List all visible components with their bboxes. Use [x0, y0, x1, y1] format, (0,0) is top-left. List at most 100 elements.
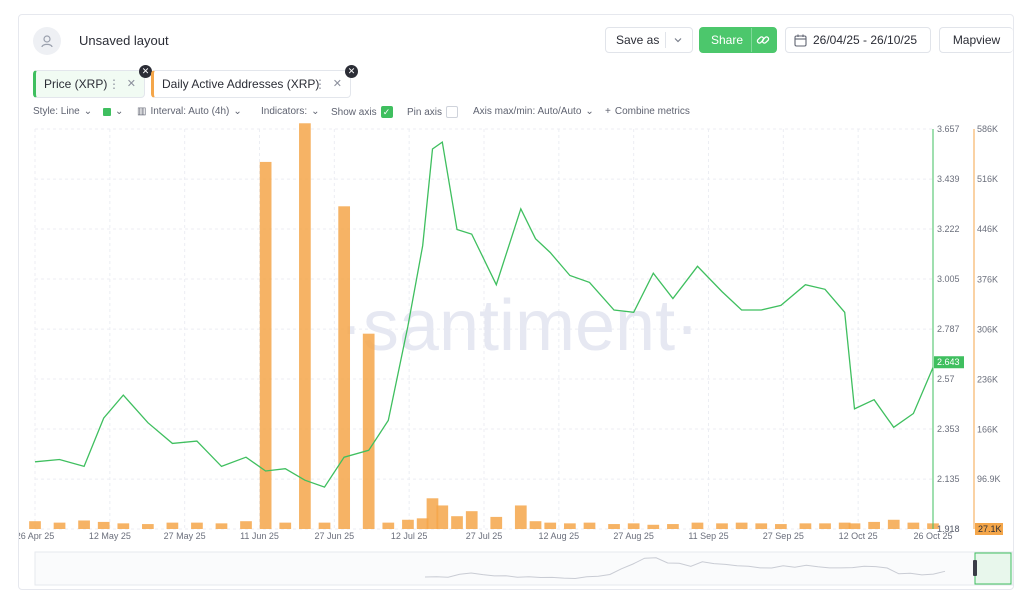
show-axis-toggle[interactable]: Show axis ✓: [331, 106, 393, 118]
share-button[interactable]: Share: [699, 27, 777, 53]
overview-navigator[interactable]: [34, 551, 1013, 586]
layout-title[interactable]: Unsaved layout: [79, 33, 169, 48]
x-tick-label: 11 Sep 25: [688, 531, 728, 541]
daa-tick-label: 446K: [977, 224, 998, 234]
price-tick-label: 3.439: [937, 174, 960, 184]
daa-bar: [338, 206, 351, 530]
daa-bar: [318, 522, 331, 529]
daa-bar: [755, 523, 768, 529]
daa-bar: [166, 522, 179, 529]
daa-bar: [416, 518, 429, 529]
daa-bar: [426, 498, 439, 529]
daa-bar: [142, 524, 154, 529]
style-label: Style: Line: [33, 106, 80, 117]
x-tick-label: 27 Sep 25: [763, 531, 804, 541]
chevron-down-icon: ⌄: [311, 106, 320, 117]
daa-last-badge: [975, 523, 1003, 535]
daa-bar: [819, 523, 831, 529]
daa-bar: [647, 524, 660, 529]
daa-bar: [259, 161, 272, 529]
daa-bar: [583, 522, 596, 529]
price-tick-label: 2.135: [937, 474, 960, 484]
x-tick-label: 27 Jul 25: [466, 531, 503, 541]
daa-bar: [279, 522, 292, 529]
daa-bar: [907, 522, 920, 529]
daa-bar: [78, 520, 90, 529]
daa-bar: [490, 516, 503, 529]
x-tick-label: 12 Aug 25: [539, 531, 580, 541]
checkbox-icon[interactable]: [446, 106, 459, 118]
overview-line: [424, 557, 946, 580]
axis-maxmin-dropdown[interactable]: Axis max/min: Auto/Auto ⌄: [473, 106, 594, 117]
daa-bar: [608, 524, 620, 529]
daa-bar: [97, 521, 110, 529]
daa-bar: [436, 505, 449, 529]
link-icon[interactable]: [755, 32, 771, 48]
close-icon[interactable]: ✕: [332, 78, 342, 90]
daa-tick-label: 516K: [977, 174, 998, 184]
remove-metric-icon[interactable]: ✕: [345, 65, 358, 78]
chevron-down-icon[interactable]: [672, 34, 684, 46]
x-tick-label: 11 Jun 25: [240, 531, 279, 541]
share-label: Share: [711, 33, 744, 47]
daa-bar: [29, 521, 41, 529]
more-icon[interactable]: ⋮: [314, 77, 326, 91]
price-tick-label: 3.657: [937, 124, 960, 134]
close-icon[interactable]: ✕: [126, 78, 136, 90]
daa-bar: [53, 522, 66, 529]
overview-window: [974, 552, 1012, 585]
chart-panel: Unsaved layout Save as Share 26/04/25 - …: [18, 14, 1014, 590]
price-tick-label: 2.353: [937, 424, 960, 434]
more-icon[interactable]: ⋮: [108, 77, 120, 91]
metric-chip-daa[interactable]: Daily Active Addresses (XRP) ⋮ ✕ ✕: [151, 65, 358, 98]
x-tick-label: 12 Oct 25: [839, 531, 878, 541]
daa-bar: [887, 519, 900, 529]
x-tick-label: 12 May 25: [89, 531, 131, 541]
daa-bar: [691, 522, 704, 529]
daa-tick-label: 586K: [977, 124, 998, 134]
overview-track: [34, 551, 1013, 586]
price-tick-label: 1.918: [937, 524, 960, 534]
interval-dropdown[interactable]: ▥ Interval: Auto (4h) ⌄: [137, 106, 242, 117]
axis-maxmin-label: Axis max/min: Auto/Auto: [473, 106, 582, 117]
price-tick-label: 3.222: [937, 224, 960, 234]
divider: [665, 32, 666, 48]
daa-bar: [215, 523, 228, 529]
price-line: [34, 140, 934, 488]
chart[interactable]: ·santiment· 3.657 3.439 3.222 3.005 2.787 2.5…: [19, 15, 1013, 589]
x-tick-label: 26 Apr 25: [19, 531, 54, 541]
x-tick-label: 27 Jun 25: [315, 531, 355, 541]
remove-metric-icon[interactable]: ✕: [139, 65, 152, 78]
daa-bar: [544, 522, 557, 529]
daa-bar: [667, 524, 679, 529]
daa-tick-label: 166K: [977, 425, 998, 435]
user-icon[interactable]: [33, 27, 61, 55]
daa-bar: [529, 521, 542, 529]
pin-axis-label: Pin axis: [407, 106, 443, 118]
mapview-button[interactable]: Mapview: [939, 27, 1013, 53]
chevron-down-icon: ⌄: [585, 106, 594, 117]
chevron-down-icon: ⌄: [115, 106, 124, 117]
x-tick-label: 12 Jul 25: [391, 531, 428, 541]
checkbox-checked-icon[interactable]: ✓: [380, 106, 393, 118]
x-tick-label: 27 Aug 25: [613, 531, 654, 541]
indicators-dropdown[interactable]: Indicators: ⌄: [261, 106, 320, 117]
save-as-button[interactable]: Save as: [605, 27, 693, 53]
daa-tick-label: 376K: [977, 274, 998, 284]
metric-chip-price[interactable]: Price (XRP) ⋮ ✕ ✕: [33, 65, 152, 98]
daa-bar: [514, 505, 527, 529]
daa-bar: [799, 523, 812, 529]
header: Unsaved layout Save as Share 26/04/25 - …: [19, 15, 1013, 67]
divider: [751, 28, 752, 52]
pin-axis-toggle[interactable]: Pin axis: [407, 106, 459, 118]
daa-bar: [868, 521, 880, 529]
daa-bar: [735, 522, 748, 529]
combine-metrics-button[interactable]: + Combine metrics: [605, 106, 690, 117]
style-dropdown[interactable]: Style: Line ⌄: [33, 106, 92, 117]
daa-bar: [564, 523, 576, 529]
plus-icon: +: [605, 106, 611, 117]
interval-label: Interval: Auto (4h): [150, 106, 230, 117]
date-range-label: 26/04/25 - 26/10/25: [813, 33, 918, 47]
date-range-button[interactable]: 26/04/25 - 26/10/25: [785, 27, 931, 53]
color-picker[interactable]: ⌄: [103, 106, 123, 117]
